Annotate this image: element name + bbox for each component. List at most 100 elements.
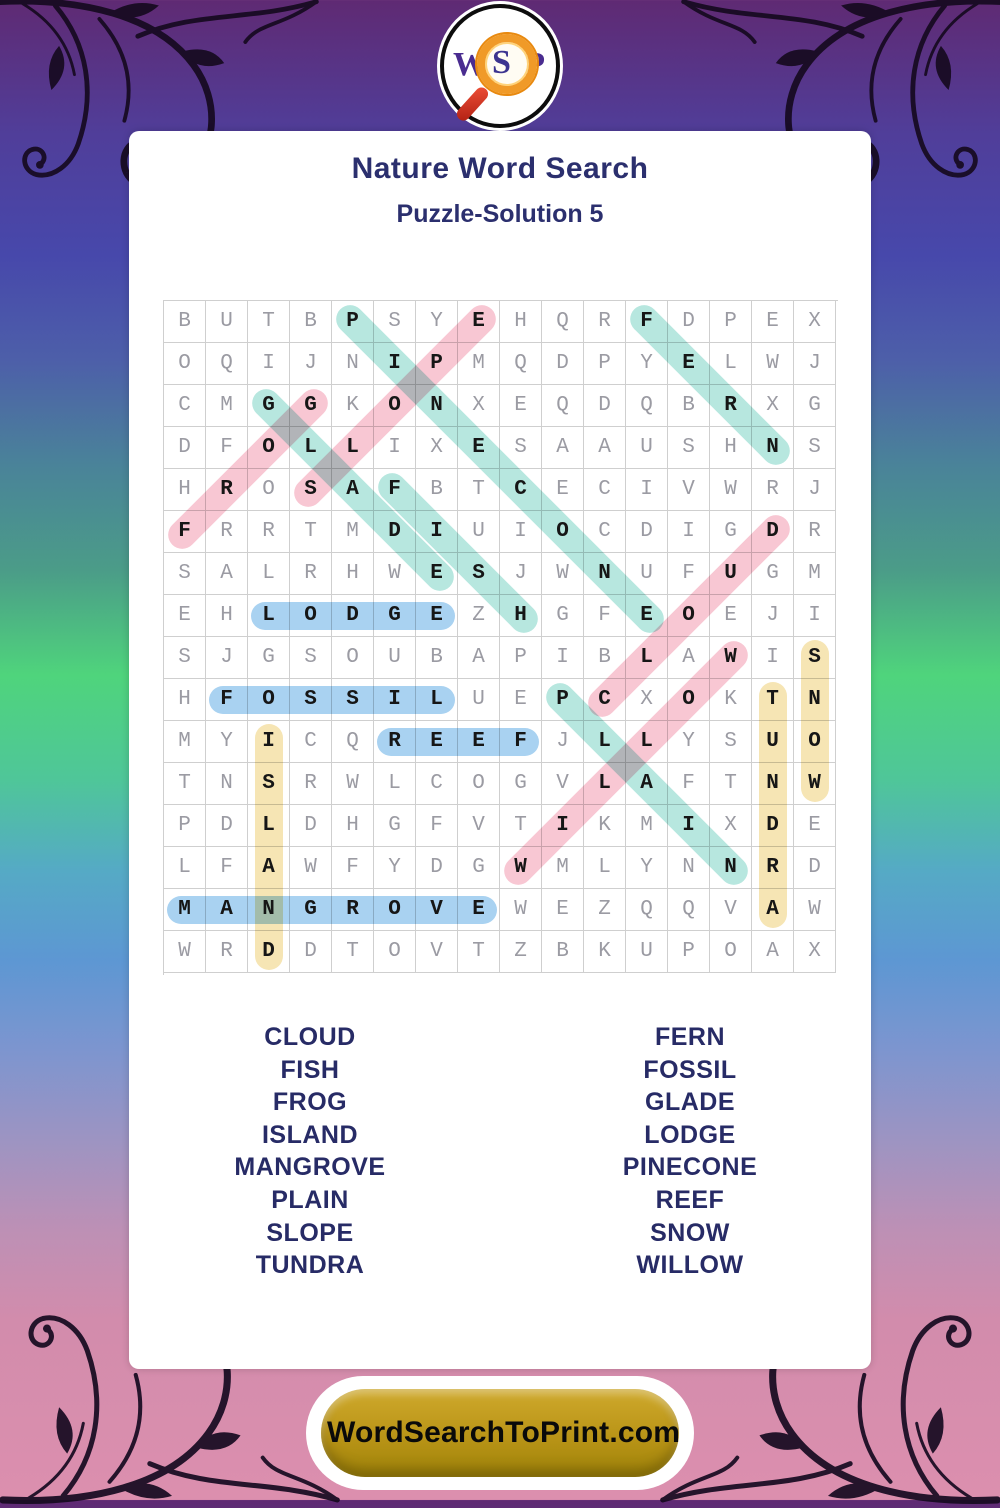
grid-letter: L bbox=[640, 730, 653, 753]
grid-cell: G bbox=[710, 511, 752, 553]
grid-cell: M bbox=[206, 385, 248, 427]
grid-cell: A bbox=[206, 889, 248, 931]
grid-letter: D bbox=[220, 814, 233, 837]
grid-cell: M bbox=[626, 805, 668, 847]
grid-cell: F bbox=[668, 763, 710, 805]
grid-letter: E bbox=[556, 478, 569, 501]
grid-letter: L bbox=[262, 814, 275, 837]
grid-cell: A bbox=[458, 637, 500, 679]
grid-letter: I bbox=[262, 352, 275, 375]
grid-cell: S bbox=[374, 301, 416, 343]
grid-letter: E bbox=[640, 604, 653, 627]
grid-cell: H bbox=[710, 427, 752, 469]
grid-letter: I bbox=[640, 478, 653, 501]
grid-cell: F bbox=[206, 679, 248, 721]
grid-cell: U bbox=[752, 721, 794, 763]
grid-cell: T bbox=[500, 805, 542, 847]
grid-cell: N bbox=[668, 847, 710, 889]
highlight-cloud bbox=[588, 515, 790, 717]
grid-letter: L bbox=[178, 856, 191, 879]
grid-cell: I bbox=[668, 805, 710, 847]
grid-letter: N bbox=[724, 856, 737, 879]
grid-cell: A bbox=[752, 931, 794, 973]
grid-letter: R bbox=[304, 772, 317, 795]
grid-letter: F bbox=[388, 478, 401, 501]
grid-cell: W bbox=[164, 931, 206, 973]
grid-letter: X bbox=[640, 688, 653, 711]
grid-cell: D bbox=[206, 805, 248, 847]
grid-letter: J bbox=[556, 730, 569, 753]
grid-cell: I bbox=[248, 721, 290, 763]
grid-cell: L bbox=[332, 427, 374, 469]
grid-letter: X bbox=[724, 814, 737, 837]
grid-letter: V bbox=[430, 940, 443, 963]
word-list-item: PLAIN bbox=[271, 1185, 349, 1214]
grid-cell: P bbox=[416, 343, 458, 385]
grid-letter: K bbox=[346, 394, 359, 417]
grid-letter: Q bbox=[346, 730, 359, 753]
grid-letter: U bbox=[640, 562, 653, 585]
grid-cell: L bbox=[710, 343, 752, 385]
grid-cell: L bbox=[248, 595, 290, 637]
grid-letter: J bbox=[808, 352, 821, 375]
grid-letter: M bbox=[640, 814, 653, 837]
grid-cell: W bbox=[710, 637, 752, 679]
grid-cell: X bbox=[626, 679, 668, 721]
grid-letter: G bbox=[304, 898, 317, 921]
grid-letter: D bbox=[598, 394, 611, 417]
grid-cell: J bbox=[542, 721, 584, 763]
grid-letter: M bbox=[220, 394, 233, 417]
grid-letter: L bbox=[262, 604, 275, 627]
grid-letter: F bbox=[178, 520, 191, 543]
grid-letter: A bbox=[640, 772, 653, 795]
grid-cell: M bbox=[542, 847, 584, 889]
grid-letter: G bbox=[724, 520, 737, 543]
grid-cell: K bbox=[584, 931, 626, 973]
grid-cell: J bbox=[794, 343, 836, 385]
grid-cell: O bbox=[458, 763, 500, 805]
word-list-item: FROG bbox=[272, 1088, 348, 1117]
grid-cell: F bbox=[332, 847, 374, 889]
word-list-item: WILLOW bbox=[636, 1251, 744, 1280]
grid-letter: G bbox=[388, 814, 401, 837]
grid-cell: W bbox=[794, 763, 836, 805]
grid-letter: Z bbox=[598, 898, 611, 921]
grid-cell: E bbox=[542, 469, 584, 511]
grid-letter: W bbox=[724, 646, 737, 669]
grid-letter: O bbox=[682, 604, 695, 627]
grid-cell: H bbox=[164, 679, 206, 721]
wordsearchtoprint-button[interactable]: WordSearchToPrint.com bbox=[321, 1389, 680, 1477]
grid-cell: K bbox=[332, 385, 374, 427]
grid-cell: L bbox=[584, 763, 626, 805]
grid-letter: F bbox=[346, 856, 359, 879]
grid-cell: W bbox=[374, 553, 416, 595]
grid-cell: A bbox=[752, 889, 794, 931]
grid-cell: J bbox=[500, 553, 542, 595]
grid-letter: R bbox=[766, 478, 779, 501]
grid-cell: Q bbox=[626, 385, 668, 427]
grid-cell: R bbox=[206, 511, 248, 553]
grid-letter: A bbox=[766, 898, 779, 921]
grid-letter: M bbox=[808, 562, 821, 585]
grid-letter: F bbox=[220, 436, 233, 459]
grid-letter: L bbox=[598, 772, 611, 795]
grid-cell: W bbox=[710, 469, 752, 511]
grid-cell: W bbox=[500, 889, 542, 931]
grid-letter: K bbox=[598, 940, 611, 963]
grid-cell: Q bbox=[542, 301, 584, 343]
grid-cell: A bbox=[542, 427, 584, 469]
grid-cell: W bbox=[542, 553, 584, 595]
grid-cell: L bbox=[626, 721, 668, 763]
grid-cell: E bbox=[416, 553, 458, 595]
grid-letter: F bbox=[220, 856, 233, 879]
grid-letter: U bbox=[472, 520, 485, 543]
grid-letter: D bbox=[766, 814, 779, 837]
grid-cell: J bbox=[206, 637, 248, 679]
grid-letter: S bbox=[346, 688, 359, 711]
grid-letter: R bbox=[220, 478, 233, 501]
grid-letter: W bbox=[514, 898, 527, 921]
grid-letter: Y bbox=[640, 856, 653, 879]
logo-letter-s: S bbox=[492, 44, 511, 81]
grid-letter: F bbox=[682, 562, 695, 585]
grid-cell: Q bbox=[500, 343, 542, 385]
